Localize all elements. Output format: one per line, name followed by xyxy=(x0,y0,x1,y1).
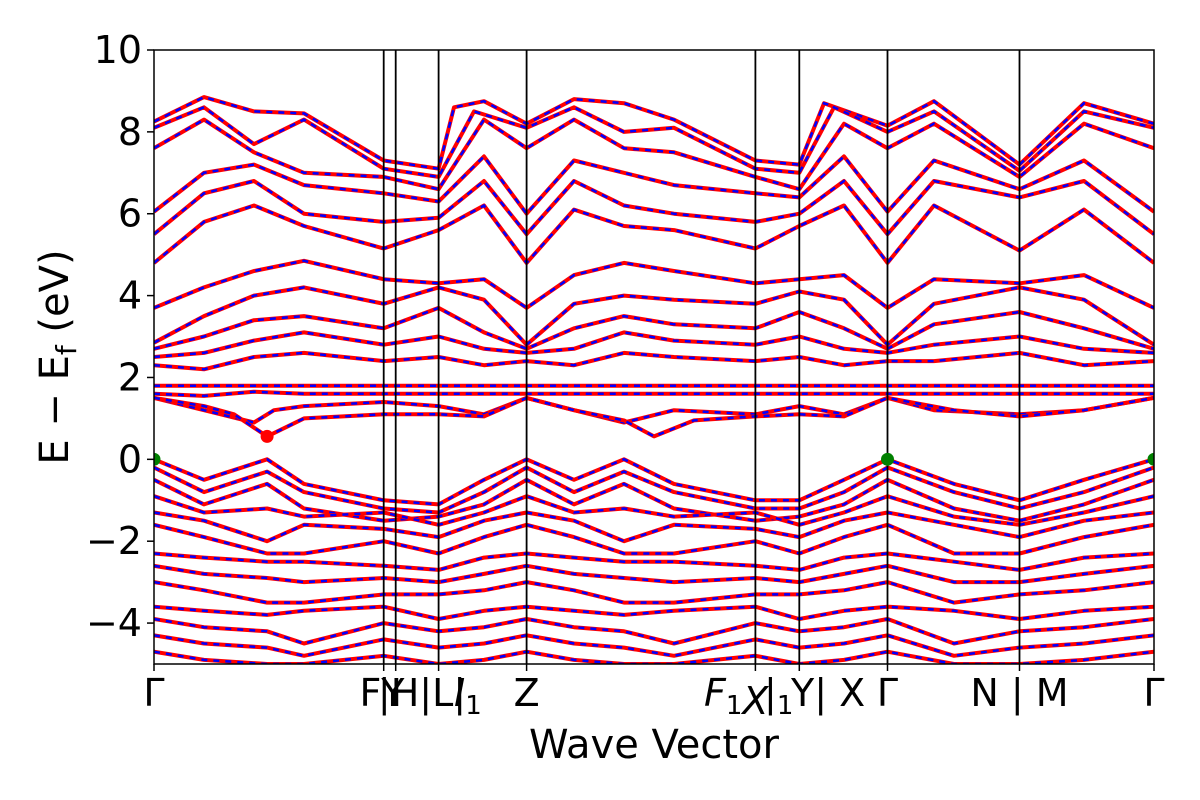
band-19-dashed xyxy=(154,511,1154,543)
x-tick-label-7: Y| X xyxy=(790,671,865,716)
x-tick-label-2: |H|L| xyxy=(378,671,466,716)
y-axis-ticks: −4 −2 0 2 4 6 8 10 xyxy=(86,28,154,645)
band-26-line xyxy=(154,633,1154,658)
band-15-dashed xyxy=(154,457,1154,506)
band-3-dashed xyxy=(154,154,1154,216)
band-17-dashed xyxy=(154,478,1154,522)
band-8-dashed xyxy=(154,306,1154,351)
band-25-dashed xyxy=(154,617,1154,645)
y-axis-title: E − Ef (eV) xyxy=(32,249,83,464)
band-14-dashed xyxy=(154,396,1154,438)
x-tick-label-5: F1X xyxy=(704,671,769,723)
x-tick-label-6: |1 xyxy=(764,671,793,721)
band-5-dashed xyxy=(154,203,1154,265)
y-axis-title-subscript: f xyxy=(50,344,83,355)
cbm-marker xyxy=(260,429,274,443)
band-12-line xyxy=(154,389,1154,398)
band-7-dashed xyxy=(154,286,1154,347)
vbm-marker-gamma-mid xyxy=(881,452,894,466)
band-6-dashed xyxy=(154,259,1154,310)
band-0-dashed xyxy=(154,95,1154,171)
band-12-dashed xyxy=(154,390,1154,398)
vbm-marker-gamma-end xyxy=(1147,452,1154,466)
y-tick-label-6: 8 xyxy=(118,110,142,154)
x-tick-label-10: Γ xyxy=(1143,671,1164,715)
band-16-dashed xyxy=(154,466,1154,514)
x-tick-label-4: Z xyxy=(514,671,540,715)
x-tick-label-8: Γ xyxy=(877,671,898,715)
x-tick-label-3: I1 xyxy=(454,671,482,721)
vbm-marker-gamma-start xyxy=(154,452,161,466)
plot-frame xyxy=(153,49,1155,665)
y-tick-label-0: −4 xyxy=(86,601,142,645)
y-tick-label-1: −2 xyxy=(86,519,142,563)
y-tick-label-4: 4 xyxy=(118,274,142,318)
y-tick-label-3: 2 xyxy=(118,355,142,399)
band-9-dashed xyxy=(154,331,1154,359)
band-22-dashed xyxy=(154,564,1154,584)
band-21-dashed xyxy=(154,552,1154,572)
band-4-dashed xyxy=(154,179,1154,237)
x-axis-title: Wave Vector xyxy=(529,722,780,768)
band-2-dashed xyxy=(154,117,1154,191)
x-tick-label-9: N | M xyxy=(970,671,1068,716)
kpoint-lines xyxy=(382,50,1021,664)
y-tick-label-5: 6 xyxy=(118,192,142,236)
extrema-markers xyxy=(154,429,1154,466)
bands-layer xyxy=(154,95,1154,664)
x-axis-ticks: Γ FY|H|L|I1 Z F1X|1Y| X Γ N | M Γ xyxy=(143,664,1165,723)
band-23-dashed xyxy=(154,580,1154,604)
y-tick-label-2: 0 xyxy=(118,437,142,481)
band-24-dashed xyxy=(154,605,1154,621)
x-tick-label-1: FY xyxy=(359,671,405,715)
band-20-dashed xyxy=(154,523,1154,555)
band-10-line xyxy=(154,350,1154,372)
band-18-dashed xyxy=(154,494,1154,527)
y-tick-label-7: 10 xyxy=(94,28,142,72)
x-tick-label-0: Γ xyxy=(143,671,164,715)
band-1-dashed xyxy=(154,105,1154,179)
